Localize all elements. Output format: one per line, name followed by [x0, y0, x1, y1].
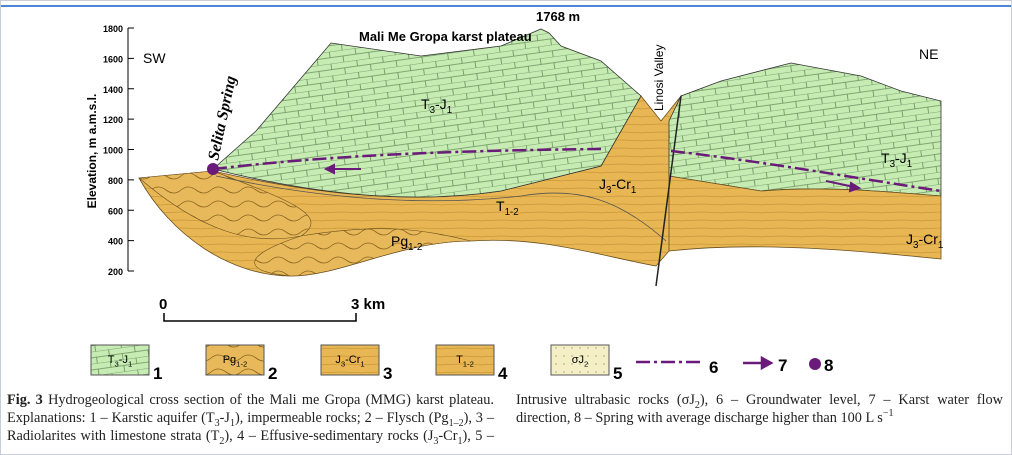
limestone-unit	[669, 63, 941, 196]
cross-section: Elevation, m a.m.s.l. SW NE Mali Me Grop…	[1, 1, 1011, 391]
y-tick-label: 600	[108, 206, 123, 216]
subscript: 1	[631, 185, 636, 196]
y-tick-label: 1800	[103, 24, 123, 34]
legend-number: 8	[824, 356, 833, 375]
caption-text: −1	[883, 408, 894, 419]
y-tick-label: 800	[108, 176, 123, 186]
caption-text: ), 4 – Effusive-sedimentary rocks (J	[224, 428, 433, 444]
scale-label: 3 km	[351, 296, 385, 313]
unit-text: Pg	[223, 354, 236, 366]
subscript: 1	[447, 105, 452, 116]
direction-label: NE	[919, 46, 938, 62]
y-tick-label: 400	[108, 237, 123, 247]
unit-text: J	[906, 231, 913, 247]
caption-text: Fig. 3	[7, 392, 43, 408]
subscript: 1-2	[463, 359, 474, 368]
subscript: 1	[360, 359, 364, 368]
subscript: 1-2	[236, 359, 247, 368]
legend-number: 1	[153, 364, 162, 383]
caption-text: ), impermeable rocks; 2 – Flysch (Pg	[235, 410, 449, 426]
caption: Fig. 3 Hydrogeological cross section of …	[7, 391, 1003, 445]
unit-text: -J	[119, 354, 128, 366]
legend-symbol	[743, 358, 771, 368]
unit-text: -J	[895, 150, 907, 166]
scale-bar	[164, 313, 356, 321]
subscript: 1-2	[505, 207, 519, 218]
limestone-unit	[213, 29, 641, 197]
legend-number: 2	[268, 364, 277, 383]
y-tick-label: 1200	[103, 115, 123, 125]
y-tick-label: 200	[108, 267, 123, 277]
subscript: 1-2	[408, 242, 422, 253]
caption-text: -J	[220, 410, 230, 426]
y-tick-label: 1400	[103, 85, 123, 95]
plateau-label: Mali Me Gropa karst plateau	[359, 29, 532, 44]
figure-page: Elevation, m a.m.s.l. SW NE Mali Me Grop…	[0, 0, 1012, 455]
unit-text: σJ	[572, 354, 584, 366]
subscript: 1	[938, 240, 943, 251]
unit-text: -J	[435, 96, 447, 112]
subscript: 1	[128, 359, 132, 368]
y-tick-label: 1600	[103, 54, 123, 64]
valley-label: Linosi Valley	[652, 45, 666, 111]
legend-number: 3	[383, 364, 392, 383]
scale-label: 0	[159, 296, 167, 313]
legend-number: 6	[709, 358, 718, 377]
y-axis-label: Elevation, m a.m.s.l.	[85, 94, 99, 209]
legend-number: 7	[778, 356, 787, 375]
unit-text: Pg	[391, 233, 408, 249]
unit-text: -Cr	[345, 354, 361, 366]
unit-text: J	[599, 176, 606, 192]
peak-label: 1768 m	[536, 9, 580, 24]
spring-marker	[207, 163, 219, 175]
caption-text: -Cr	[438, 428, 457, 444]
direction-label: SW	[143, 50, 166, 66]
unit-text: -Cr	[918, 231, 938, 247]
legend-number: 5	[613, 364, 622, 383]
legend-symbol	[809, 358, 821, 370]
y-tick-label: 1000	[103, 146, 123, 156]
subscript: 2	[584, 359, 588, 368]
spring-label: Selita Spring	[205, 74, 239, 161]
subscript: 1	[907, 159, 912, 170]
legend-number: 4	[498, 364, 508, 383]
unit-text: -Cr	[611, 176, 631, 192]
